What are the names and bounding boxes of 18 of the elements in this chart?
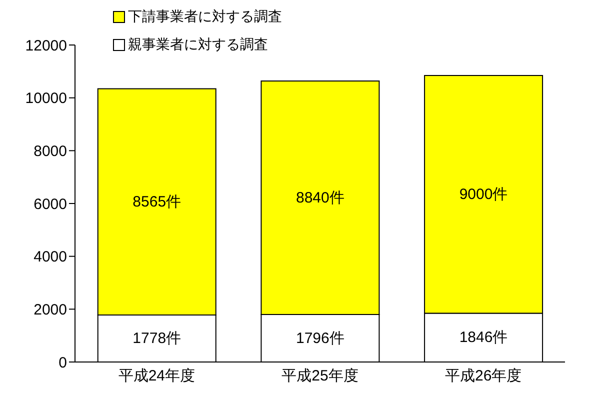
y-tick-label: 4000 bbox=[34, 248, 67, 266]
data-label: 1796件 bbox=[296, 330, 344, 347]
data-label: 1778件 bbox=[132, 330, 182, 348]
data-label: 8565件 bbox=[132, 193, 182, 210]
x-tick-label: 平成26年度 bbox=[444, 368, 522, 385]
x-tick-label: 平成24年度 bbox=[118, 368, 196, 385]
y-tick-label: 0 bbox=[58, 354, 67, 372]
data-label: 8840件 bbox=[296, 189, 344, 206]
x-tick-label: 平成25年度 bbox=[282, 368, 358, 385]
y-tick-label: 10000 bbox=[25, 90, 67, 108]
data-label: 1846件 bbox=[459, 329, 508, 346]
y-tick-label: 8000 bbox=[34, 142, 67, 160]
data-label: 9000件 bbox=[459, 186, 508, 203]
y-tick-label: 12000 bbox=[25, 37, 67, 54]
legend-label: 下請事業者に対する調査 bbox=[128, 8, 282, 26]
y-tick-label: 2000 bbox=[34, 301, 67, 318]
legend-label: 親事業者に対する調査 bbox=[128, 36, 268, 54]
y-tick-label: 6000 bbox=[34, 196, 67, 213]
